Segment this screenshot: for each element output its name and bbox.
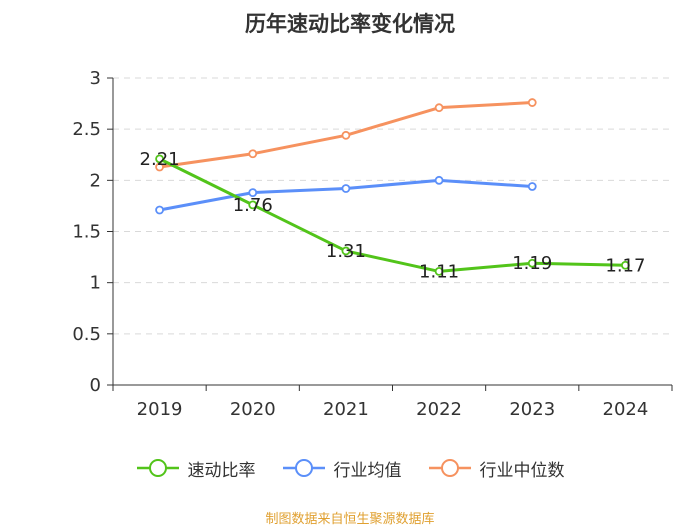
legend-swatch-industry-median	[428, 459, 471, 477]
y-tick-label: 2.5	[72, 119, 101, 140]
data-label: 1.31	[326, 241, 366, 262]
legend-label-quick-ratio: 速动比率	[187, 460, 256, 481]
data-point-series-2	[527, 98, 537, 107]
x-tick-label: 2020	[230, 399, 276, 420]
data-point-series-0	[434, 267, 444, 276]
y-tick-label: 1.5	[72, 222, 101, 243]
chart-title: 历年速动比率变化情况	[245, 12, 455, 36]
legend-label-industry-median: 行业中位数	[479, 460, 565, 481]
data-point-series-1	[527, 182, 537, 191]
data-point-series-2	[434, 103, 444, 113]
data-point-series-0	[155, 154, 164, 164]
x-tick-label: 2024	[603, 399, 649, 420]
data-point-series-1	[248, 188, 258, 198]
x-tick-label: 2021	[323, 399, 369, 420]
y-tick-label: 0	[90, 375, 101, 396]
source-note: 制图数据来自恒生聚源数据库	[265, 512, 435, 527]
data-point-series-0	[341, 246, 351, 256]
legend-swatch-industry-mean	[282, 459, 325, 477]
legend-marker	[148, 459, 167, 477]
x-tick-label: 2019	[137, 399, 183, 420]
y-tick-label: 2	[90, 170, 101, 191]
y-tick-label: 1	[90, 273, 101, 294]
data-label: 1.76	[233, 195, 273, 216]
series-line-0	[158, 157, 626, 273]
legend-label-industry-mean: 行业均值	[333, 460, 402, 481]
legend-marker	[294, 459, 313, 477]
data-point-series-1	[341, 184, 351, 193]
data-point-series-0	[248, 200, 258, 210]
x-tick-label: 2022	[416, 399, 462, 420]
legend-swatch-quick-ratio	[136, 459, 179, 477]
legend-marker	[440, 459, 459, 477]
x-tick-label: 2023	[509, 399, 555, 420]
line-chart: 0 0.5 1 1.5 2 2.5 3 2019 2020 2021 2022 2023 2024 2.2…	[72, 68, 673, 420]
data-point-series-2	[155, 162, 164, 172]
data-label: 1.17	[605, 255, 645, 276]
data-point-series-1	[434, 175, 444, 185]
legend: 速动比率 行业均值 行业中位数	[0, 452, 700, 484]
data-point-series-2	[341, 130, 351, 140]
data-point-series-2	[248, 149, 258, 159]
data-label: 1.19	[512, 253, 552, 274]
legend-item-quick-ratio[interactable]: 速动比率	[136, 456, 256, 481]
data-label: 1.11	[419, 261, 459, 282]
data-point-series-0	[527, 258, 537, 268]
legend-item-industry-median[interactable]: 行业中位数	[428, 456, 565, 481]
data-label: 2.21	[140, 149, 180, 170]
data-point-series-1	[155, 205, 164, 215]
y-tick-label: 0.5	[72, 324, 101, 345]
y-tick-label: 3	[90, 68, 101, 89]
legend-item-industry-mean[interactable]: 行业均值	[282, 456, 402, 481]
data-point-series-0	[621, 260, 630, 270]
